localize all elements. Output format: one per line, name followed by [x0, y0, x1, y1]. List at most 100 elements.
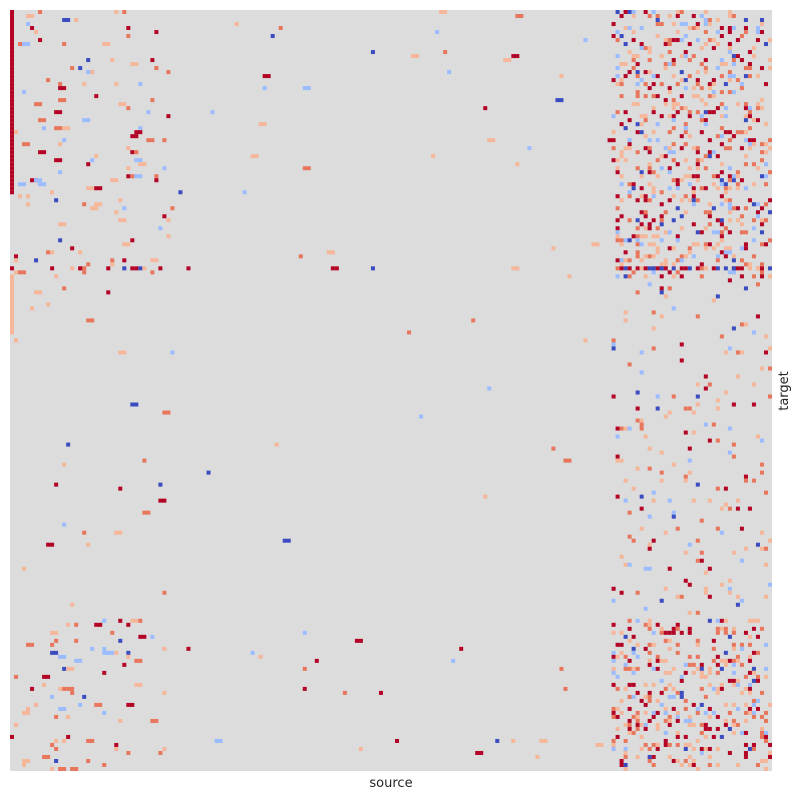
heatmap-cell — [615, 266, 620, 271]
heatmap-cell — [767, 138, 772, 143]
heatmap-cell — [635, 94, 640, 99]
heatmap-cell — [727, 210, 732, 215]
heatmap-cell — [38, 182, 47, 187]
heatmap-cell — [723, 626, 728, 631]
heatmap-cell — [627, 682, 632, 687]
heatmap-cell — [619, 238, 624, 243]
heatmap-cell — [82, 202, 87, 207]
heatmap-cell — [623, 318, 628, 323]
heatmap-cell — [627, 722, 632, 727]
heatmap-cell — [695, 642, 700, 647]
heatmap-cell — [655, 74, 660, 79]
heatmap-cell — [619, 710, 624, 715]
heatmap-cell — [739, 86, 744, 91]
heatmap-cell — [703, 734, 708, 739]
heatmap-cell — [627, 118, 632, 123]
heatmap-cell — [647, 546, 652, 551]
heatmap-cell — [667, 230, 672, 235]
heatmap-cell — [302, 630, 307, 635]
heatmap-cell — [727, 218, 732, 223]
heatmap-cell — [10, 10, 15, 15]
heatmap-cell — [635, 242, 640, 247]
heatmap-cell — [14, 674, 19, 679]
heatmap-cell — [759, 30, 764, 35]
heatmap-cell — [10, 158, 15, 163]
heatmap-cell — [731, 270, 736, 275]
heatmap-cell — [615, 726, 620, 731]
heatmap-cell — [687, 470, 692, 475]
heatmap-cell — [751, 670, 756, 675]
heatmap-cell — [639, 494, 644, 499]
heatmap-cell — [723, 630, 728, 635]
heatmap-cell — [699, 746, 704, 751]
heatmap-cell — [647, 70, 652, 75]
heatmap-cell — [715, 762, 720, 767]
heatmap-cell — [10, 106, 15, 111]
heatmap-cell — [118, 198, 123, 203]
heatmap-cell — [699, 114, 704, 119]
heatmap-cell — [767, 266, 772, 271]
heatmap-cell — [10, 98, 15, 103]
heatmap-cell — [10, 142, 15, 147]
heatmap-cell — [695, 174, 700, 179]
heatmap-cell — [763, 202, 768, 207]
heatmap-cell — [619, 122, 624, 127]
heatmap-cell — [627, 274, 632, 279]
heatmap-cell — [631, 102, 636, 107]
heatmap-cell — [611, 622, 616, 627]
heatmap-cell — [675, 714, 680, 719]
heatmap-cell — [551, 446, 556, 451]
heatmap-cell — [683, 158, 688, 163]
heatmap-cell — [627, 266, 632, 271]
heatmap-cell — [711, 646, 716, 651]
heatmap-cell — [751, 382, 756, 387]
heatmap-cell — [62, 686, 67, 691]
heatmap-cell — [615, 434, 620, 439]
heatmap-cell — [727, 450, 732, 455]
heatmap-cell — [687, 110, 692, 115]
heatmap-cell — [679, 78, 684, 83]
heatmap-cell — [74, 638, 79, 643]
heatmap-cell — [511, 54, 520, 59]
heatmap-cell — [687, 114, 692, 119]
heatmap-cell — [627, 666, 632, 671]
heatmap-cell — [723, 390, 728, 395]
heatmap-cell — [18, 182, 27, 187]
heatmap-cell — [683, 474, 688, 479]
heatmap-cell — [623, 766, 628, 771]
heatmap-cell — [679, 214, 684, 219]
heatmap-cell — [751, 238, 756, 243]
heatmap-cell — [683, 406, 688, 411]
heatmap-cell — [62, 462, 67, 467]
heatmap-cell — [619, 242, 624, 247]
heatmap-cell — [731, 54, 736, 59]
heatmap-cell — [118, 638, 123, 643]
heatmap-cell — [723, 182, 728, 187]
heatmap-cell — [707, 682, 712, 687]
heatmap-cell — [671, 194, 676, 199]
heatmap-cell — [334, 266, 339, 271]
heatmap-cell — [679, 594, 684, 599]
heatmap-cell — [731, 630, 736, 635]
heatmap-cell — [719, 62, 724, 67]
heatmap-cell — [711, 94, 716, 99]
heatmap-cell — [639, 194, 644, 199]
heatmap-cell — [615, 206, 620, 211]
heatmap-cell — [631, 38, 636, 43]
heatmap-cell — [50, 694, 55, 699]
heatmap-cell — [723, 250, 728, 255]
heatmap-cell — [755, 618, 760, 623]
heatmap-cell — [46, 78, 51, 83]
heatmap-cell — [22, 142, 31, 147]
heatmap-cell — [647, 622, 652, 627]
heatmap-cell — [659, 314, 664, 319]
heatmap-cell — [154, 66, 159, 71]
heatmap-cell — [623, 274, 628, 279]
heatmap-cell — [687, 714, 692, 719]
heatmap-cell — [623, 146, 628, 151]
heatmap-cell — [623, 654, 628, 659]
heatmap-cell — [743, 630, 748, 635]
heatmap-cell — [667, 146, 672, 151]
heatmap-cell — [26, 706, 31, 711]
heatmap-cell — [114, 530, 123, 535]
